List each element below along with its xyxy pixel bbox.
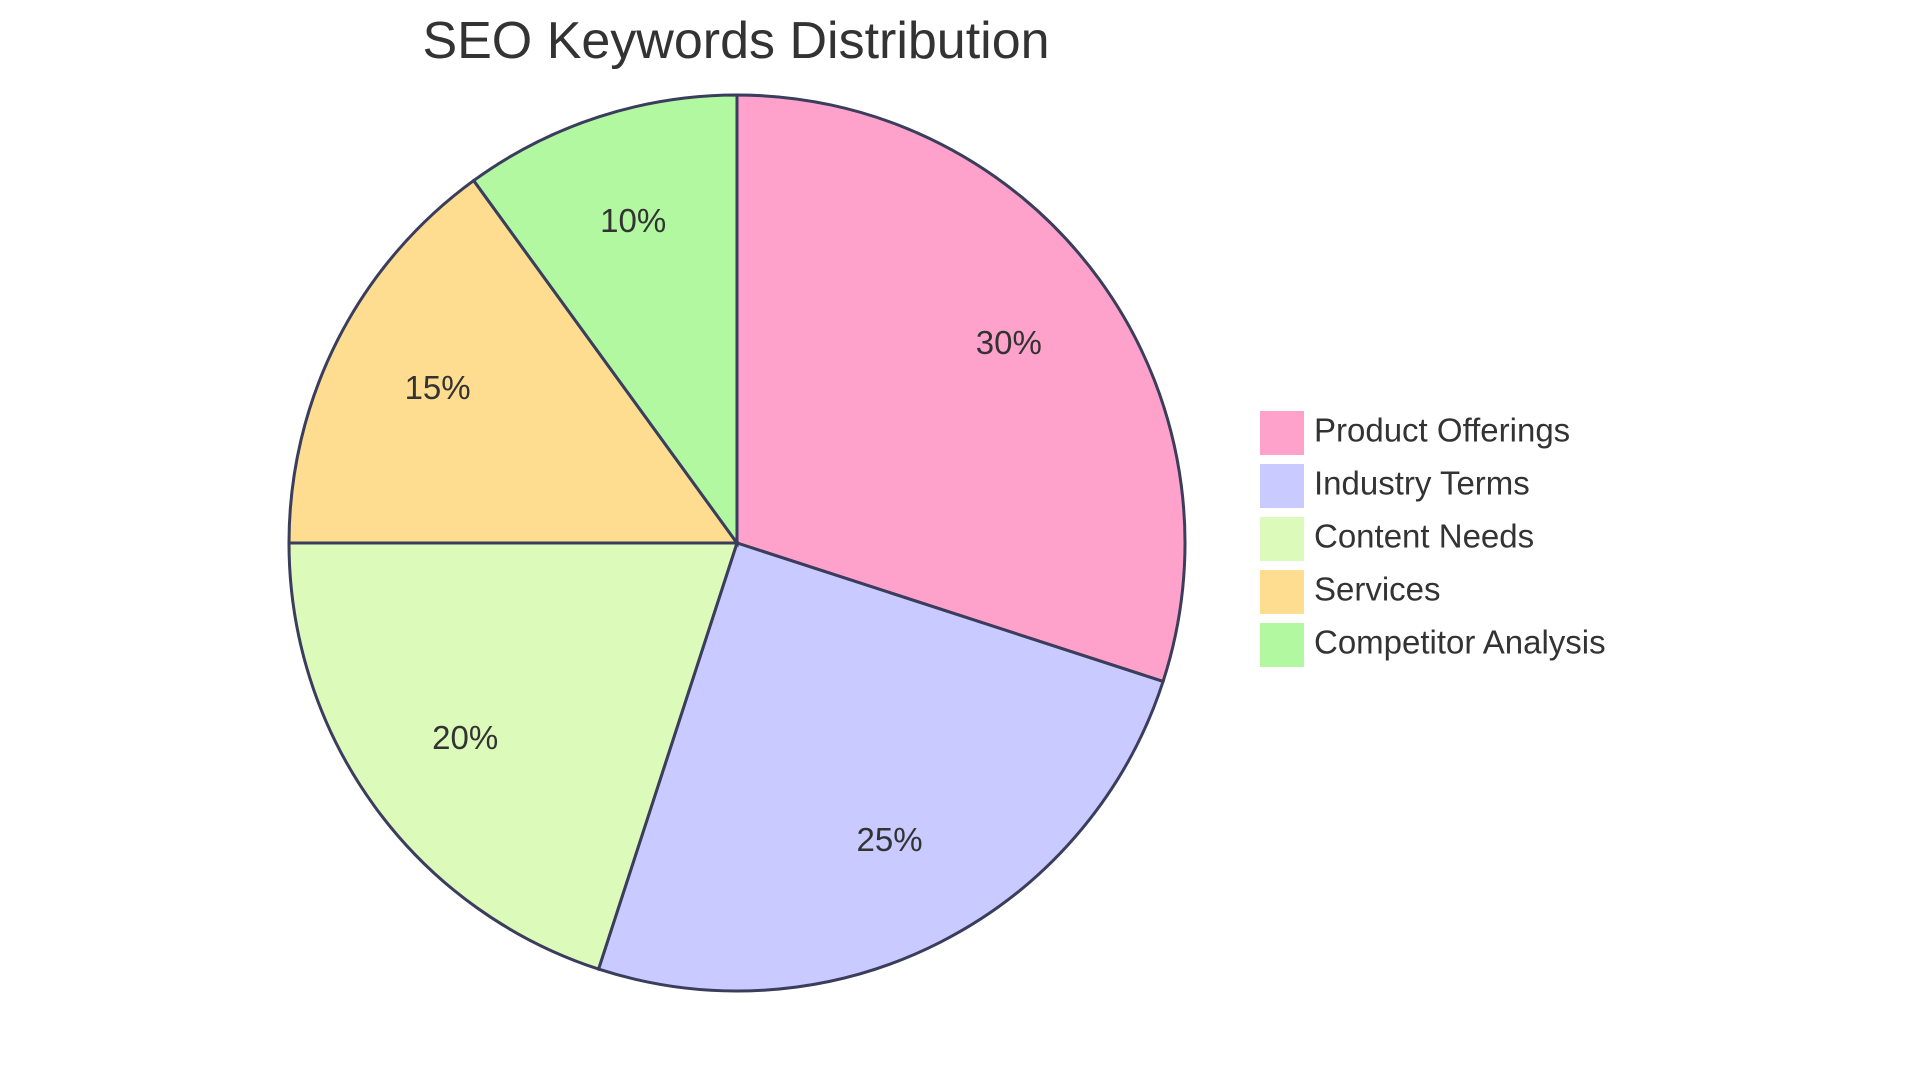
chart-title: SEO Keywords Distribution: [422, 12, 1049, 70]
legend-item: Content Needs: [1260, 517, 1534, 561]
pie-slice-product-offerings: [735, 93, 1187, 684]
legend-item: Competitor Analysis: [1260, 623, 1606, 667]
legend-label: Content Needs: [1314, 518, 1534, 555]
legend-item: Industry Terms: [1260, 464, 1530, 508]
slice-percent-label: 25%: [857, 821, 923, 858]
legend-label: Industry Terms: [1314, 465, 1530, 502]
legend-label: Competitor Analysis: [1314, 624, 1606, 661]
legend-item: Product Offerings: [1260, 411, 1570, 455]
pie-slices: [287, 93, 1187, 993]
slice-percent-label: 10%: [600, 202, 666, 239]
pie-slice-services: [287, 178, 740, 545]
slice-percent-label: 15%: [405, 369, 471, 406]
slice-percent-label: 30%: [976, 324, 1042, 361]
legend-swatch: [1260, 517, 1304, 561]
legend-swatch: [1260, 623, 1304, 667]
slice-percent-label: 20%: [432, 719, 498, 756]
legend-label: Services: [1314, 571, 1441, 608]
legend: Product Offerings Industry Terms Content N…: [1260, 411, 1606, 667]
pie-slice-content-needs: [287, 541, 740, 971]
pie-slice-competitor-analysis: [471, 93, 739, 548]
pie-slice-labels: 30% 25% 20% 15% 10%: [405, 202, 1042, 858]
legend-swatch: [1260, 411, 1304, 455]
legend-item: Services: [1260, 570, 1441, 614]
pie-slice-industry-terms: [596, 541, 1165, 993]
legend-swatch: [1260, 570, 1304, 614]
legend-swatch: [1260, 464, 1304, 508]
legend-label: Product Offerings: [1314, 412, 1570, 449]
